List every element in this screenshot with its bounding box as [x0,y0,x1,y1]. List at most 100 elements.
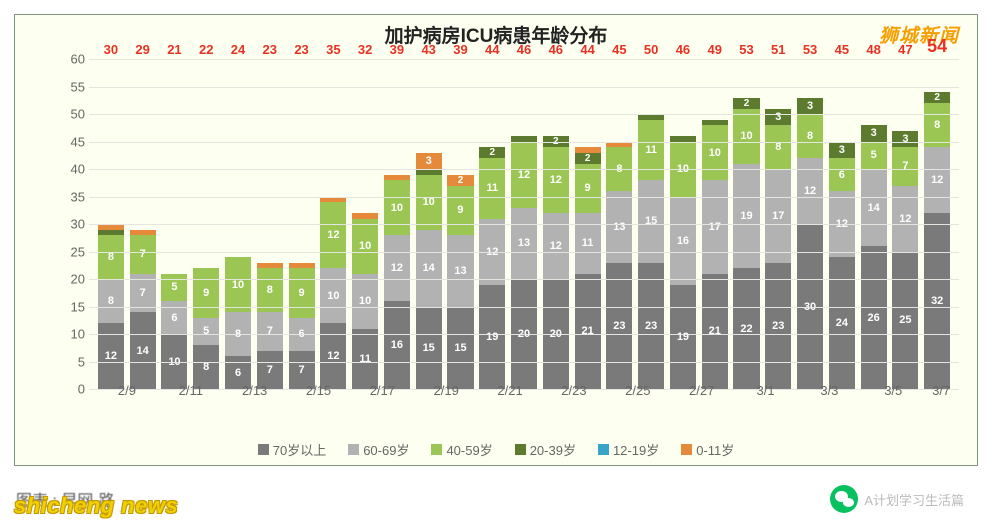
legend-swatch [598,444,609,455]
legend-item: 0-11岁 [681,440,734,459]
bar-segment: 10 [225,257,251,312]
bar-segment: 23 [765,263,791,390]
bar-segment: 23 [606,263,632,390]
chart-panel: 加护病房ICU病患年龄分布 狮城新闻 051015202530354045505… [14,14,978,466]
total-label: 39 [390,42,404,57]
gridline [89,224,959,225]
bar-segment: 12 [98,323,124,389]
bar-segment: 7 [130,235,156,274]
y-tick: 50 [71,107,85,122]
bar-segment [352,213,378,219]
wechat-badge: A计划学习生活篇 [830,485,964,513]
y-tick: 55 [71,79,85,94]
legend-item: 40-59岁 [431,440,492,459]
x-tick: 3/3 [797,383,861,403]
gridline [89,114,959,115]
bar-segment: 13 [511,208,537,280]
total-label: 32 [358,42,372,57]
bar-segment: 12 [543,147,569,213]
total-label: 50 [644,42,658,57]
bar-segment: 8 [98,279,124,323]
legend-label: 60-69岁 [363,440,409,459]
legend-swatch [348,444,359,455]
total-label: 43 [421,42,435,57]
total-label: 22 [199,42,213,57]
bar-segment: 10 [733,109,759,164]
total-label: 24 [231,42,245,57]
x-tick: 2/13 [223,383,287,403]
x-tick: 2/15 [287,383,351,403]
bar-segment: 9 [289,268,315,318]
total-label: 35 [326,42,340,57]
y-tick: 5 [78,354,85,369]
bar-segment [257,263,283,269]
bar-segment: 10 [352,274,378,329]
bar-segment: 12 [797,158,823,224]
bar-segment: 14 [416,230,442,307]
bar-segment: 8 [257,268,283,312]
legend-swatch [515,444,526,455]
bar-segment: 7 [257,312,283,351]
page-root: 加护病房ICU病患年龄分布 狮城新闻 051015202530354045505… [0,0,992,529]
total-label: 21 [167,42,181,57]
legend: 70岁以上60-69岁40-59岁20-39岁12-19岁0-11岁 [15,440,977,459]
total-label: 44 [580,42,594,57]
bar-segment: 10 [416,175,442,230]
bar-segment: 3 [829,142,855,159]
bar-segment: 10 [702,125,728,180]
total-label: 45 [835,42,849,57]
bar-segment: 13 [447,235,473,307]
total-label: 48 [866,42,880,57]
total-label: 46 [549,42,563,57]
x-tick: 2/17 [350,383,414,403]
gridline [89,87,959,88]
bar-segment: 3 [765,109,791,126]
x-tick: 2/27 [670,383,734,403]
bar-segment: 8 [765,125,791,169]
bar-segment: 14 [861,169,887,246]
bar-segment: 5 [161,274,187,302]
bar-segment: 11 [638,120,664,181]
y-tick: 10 [71,327,85,342]
bar-segment: 32 [924,213,950,389]
x-tick: 2/25 [606,383,670,403]
bar-segment: 10 [352,219,378,274]
total-label: 51 [771,42,785,57]
x-tick: 2/23 [542,383,606,403]
bar-segment: 9 [575,164,601,214]
gridline [89,197,959,198]
bar-segment: 3 [416,153,442,170]
bar-segment: 21 [702,274,728,390]
bar-segment: 3 [892,131,918,148]
bar-segment: 2 [575,153,601,164]
bar-segment: 7 [892,147,918,186]
bar-segment: 6 [829,158,855,191]
total-label: 29 [135,42,149,57]
bar-segment: 2 [733,98,759,109]
gridline [89,334,959,335]
legend-swatch [431,444,442,455]
legend-swatch [681,444,692,455]
legend-item: 12-19岁 [598,440,659,459]
x-tick: 3/1 [734,383,798,403]
legend-item: 20-39岁 [515,440,576,459]
y-axis: 051015202530354045505560 [59,59,89,389]
legend-label: 12-19岁 [613,440,659,459]
total-label: 46 [676,42,690,57]
bar-segment: 8 [924,103,950,147]
bar-segment: 12 [320,202,346,268]
bar-segment: 25 [892,252,918,390]
bar-segment: 22 [733,268,759,389]
total-label: 44 [485,42,499,57]
gridline [89,59,959,60]
bar-segment: 9 [447,186,473,236]
total-label: 47 [898,42,912,57]
bar-segment: 15 [416,307,442,390]
bar-segment [98,230,124,236]
bar-segment: 16 [384,301,410,389]
total-label: 54 [927,36,947,57]
y-tick: 35 [71,189,85,204]
plot-area: 051015202530354045505560 128830147729106… [59,59,959,389]
legend-swatch [258,444,269,455]
bar-segment: 11 [479,158,505,219]
